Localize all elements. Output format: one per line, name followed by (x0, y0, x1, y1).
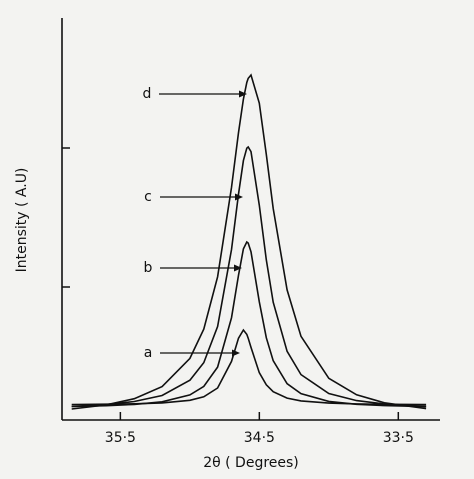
x-tick-label: 35·5 (105, 430, 136, 446)
series-line (71, 73, 427, 410)
series-label: a (144, 345, 153, 361)
series-label: d (143, 86, 152, 102)
x-axis-label: 2θ ( Degrees) (203, 455, 299, 471)
series-line (71, 145, 427, 408)
x-tick-label: 33·5 (383, 430, 414, 446)
x-tick-label: 34·5 (244, 430, 275, 446)
arrow-head (234, 264, 242, 272)
arrow-head (235, 193, 243, 201)
series-label: c (144, 189, 152, 205)
arrow-head (232, 349, 240, 357)
series-line (71, 240, 427, 408)
y-axis-label: Intensity ( A.U) (14, 168, 30, 273)
series-label: b (144, 260, 153, 276)
arrow-head (239, 90, 247, 98)
series-line (71, 328, 427, 406)
